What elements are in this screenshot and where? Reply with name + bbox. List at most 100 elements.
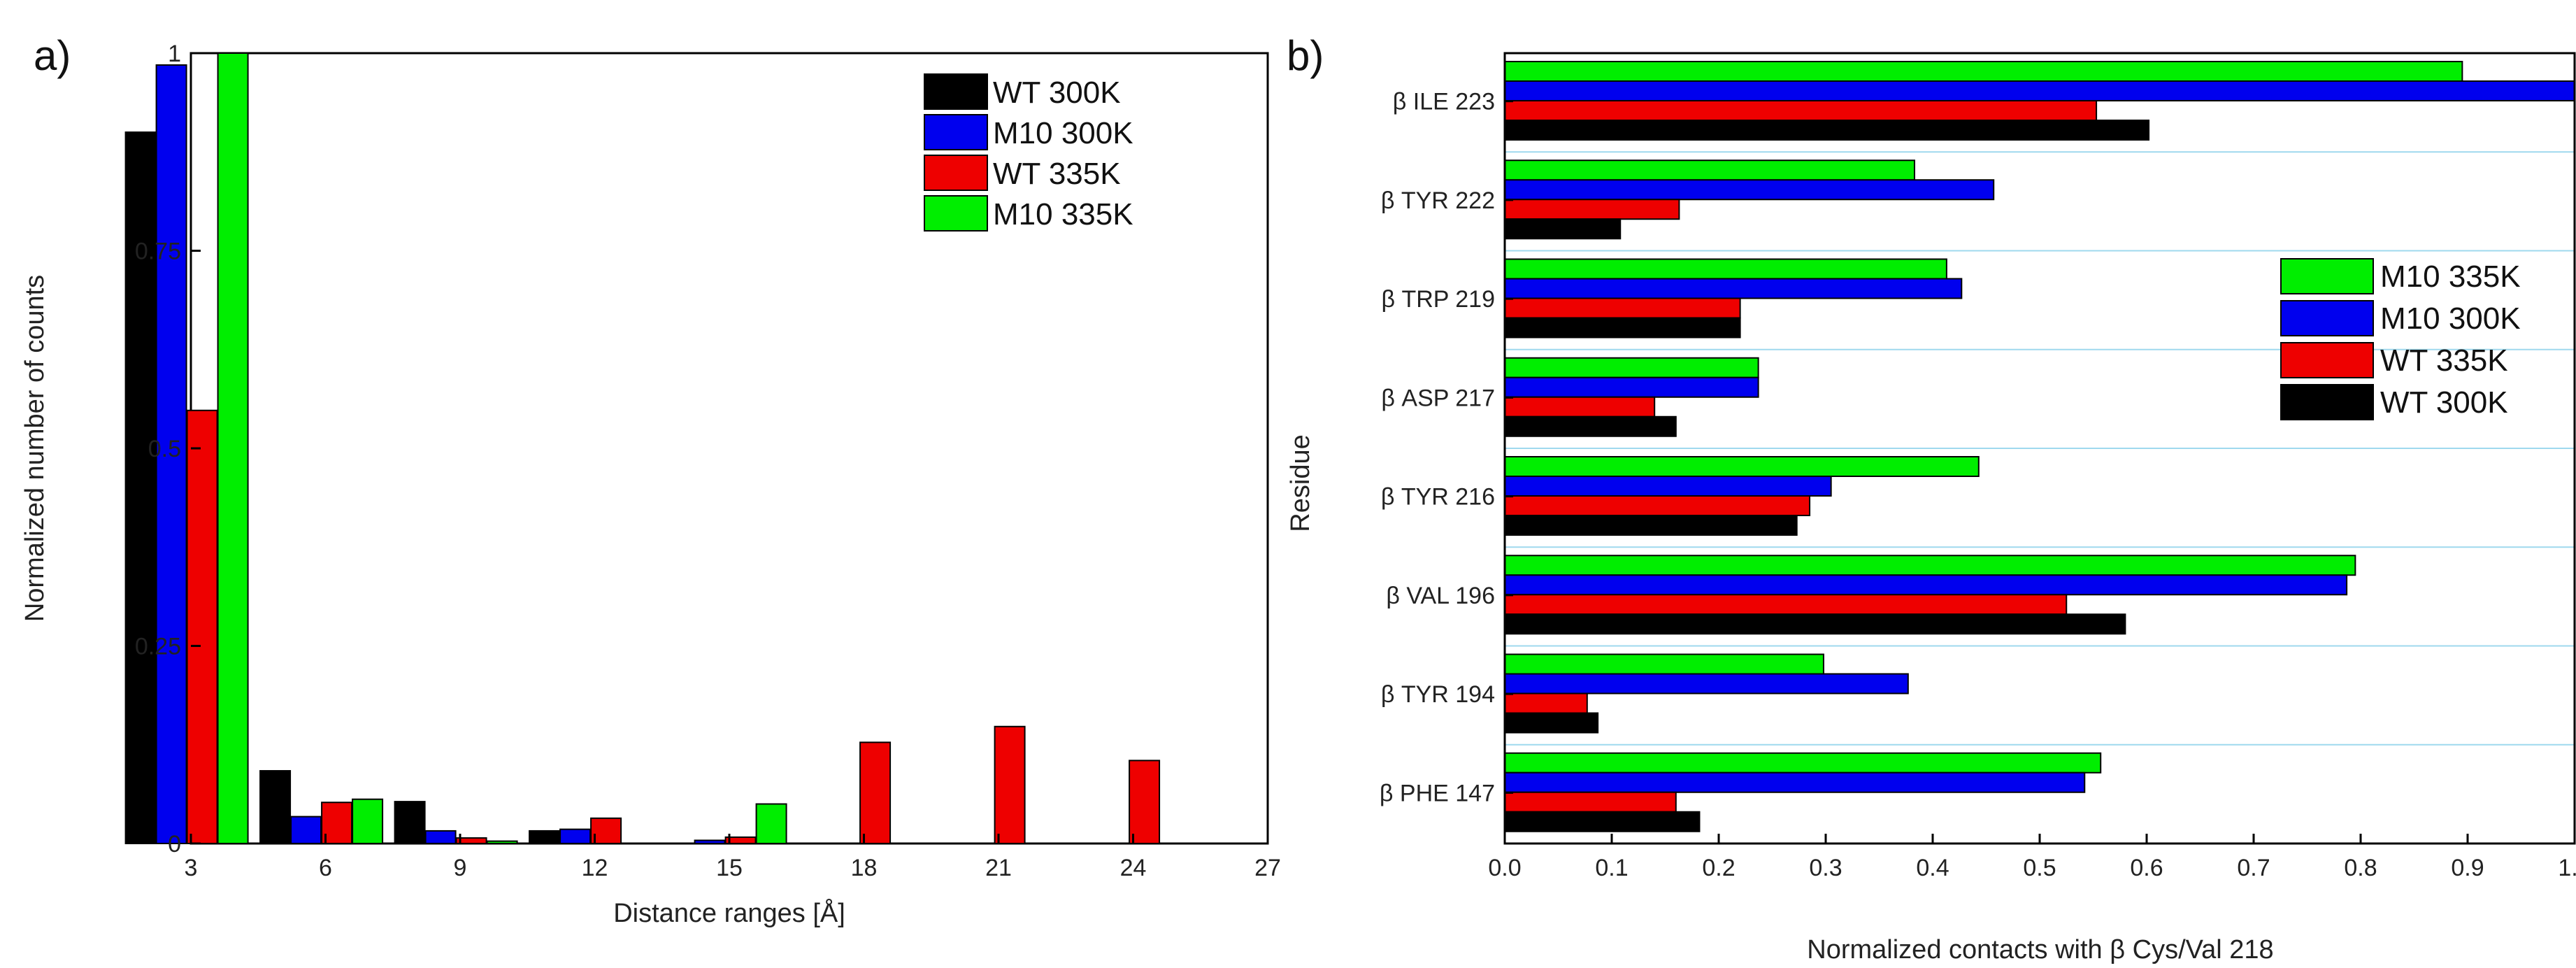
legend-label: WT 335K (993, 157, 1121, 191)
bar-m10-335k-0 (217, 52, 249, 844)
bar-m10-335k-7 (1504, 752, 2102, 774)
x-tick-label: 27 (1254, 855, 1281, 881)
x-tick-label: 12 (582, 855, 608, 881)
bar-m10-300k-0 (155, 64, 187, 845)
legend-label: WT 300K (993, 76, 1121, 110)
x-tick-label: 18 (851, 855, 878, 881)
residue-label: β TYR 216 (1381, 484, 1495, 511)
x-tick-label: 0.6 (2130, 855, 2163, 881)
legend-label: WT 335K (2380, 343, 2508, 378)
bar-m10-300k-4 (1504, 476, 1832, 497)
x-tick-label: 24 (1120, 855, 1147, 881)
legend-label: M10 300K (2380, 301, 2521, 336)
bar-m10-335k-3 (1504, 357, 1759, 378)
bar-wt-300k-4 (1504, 515, 1798, 536)
legend-swatch-wt-335k (924, 155, 988, 191)
x-tick-label: 0.1 (1595, 855, 1628, 881)
legend-label: M10 300K (993, 116, 1133, 150)
legend-swatch-m10-335k (924, 195, 988, 232)
bar-wt-335k-4 (1504, 495, 1811, 516)
bar-m10-300k-3 (559, 828, 592, 845)
panel-a-ylabel: Normalized number of counts (20, 275, 50, 622)
y-tick-label: 0.5 (148, 436, 181, 462)
bar-wt-335k-1 (1504, 199, 1680, 220)
bar-m10-335k-2 (486, 840, 518, 844)
bar-m10-335k-1 (352, 798, 384, 844)
legend-label: M10 335K (993, 197, 1133, 232)
bar-wt-335k-5 (1504, 594, 2068, 615)
bar-wt-300k-2 (1504, 317, 1741, 339)
panel-b-legend: M10 335K M10 300K WT 335K WT 300K (2280, 258, 2521, 420)
bar-wt-300k-1 (259, 770, 292, 845)
bar-m10-300k-4 (694, 839, 726, 844)
bar-m10-300k-1 (290, 816, 322, 844)
panel-b-label: b) (1287, 32, 1324, 79)
panel-a-legend: WT 300K M10 300K WT 335K M10 335K (924, 73, 1133, 232)
bar-wt-335k-0 (1504, 100, 2098, 121)
bar-wt-300k-2 (394, 801, 426, 844)
bar-m10-300k-3 (1504, 376, 1759, 398)
y-tick-label: 1 (168, 41, 181, 67)
panel-b-ylabel: Residue (1286, 434, 1315, 532)
bar-wt-335k-0 (186, 409, 218, 844)
panel-b-frame (1503, 52, 2576, 845)
x-tick-label: 0.0 (1488, 855, 1521, 881)
bar-wt-335k-5 (859, 741, 892, 844)
bar-m10-300k-6 (1504, 673, 1909, 695)
y-tick-label: 0.75 (135, 239, 181, 265)
x-tick-label: 1.0 (2558, 855, 2576, 881)
bar-wt-300k-3 (529, 830, 561, 845)
x-tick-label: 6 (319, 855, 332, 881)
bar-m10-335k-6 (1504, 653, 1824, 675)
x-tick-label: 0.9 (2451, 855, 2484, 881)
bar-wt-300k-7 (1504, 811, 1701, 832)
legend-swatch-m10-335k (2280, 258, 2374, 294)
legend-swatch-wt-300k (924, 73, 988, 110)
x-tick-label: 0.8 (2344, 855, 2377, 881)
bar-m10-300k-7 (1504, 771, 2086, 793)
bar-m10-335k-4 (755, 803, 787, 844)
bar-m10-300k-5 (1504, 574, 2348, 596)
x-tick-label: 0.2 (1702, 855, 1735, 881)
x-tick-label: 0.3 (1809, 855, 1842, 881)
bar-m10-335k-2 (1504, 258, 1947, 280)
panel-a-xlabel: Distance ranges [Å] (613, 897, 845, 928)
panel-a-chart: a) Distance ranges [Å] Normalized number… (20, 32, 1281, 928)
x-tick-label: 0.7 (2237, 855, 2270, 881)
legend-swatch-wt-335k (2280, 342, 2374, 378)
bar-wt-300k-3 (1504, 415, 1677, 437)
bar-m10-300k-1 (1504, 179, 1995, 201)
residue-label: β TYR 222 (1381, 187, 1495, 214)
bar-wt-335k-7 (1129, 760, 1161, 844)
bar-wt-300k-0 (1504, 120, 2150, 141)
legend-label: WT 300K (2380, 385, 2508, 420)
x-tick-label: 0.5 (2023, 855, 2056, 881)
bar-m10-300k-2 (424, 830, 457, 845)
bar-wt-300k-0 (124, 131, 157, 844)
bar-wt-335k-1 (321, 802, 353, 844)
residue-label: β PHE 147 (1380, 780, 1495, 806)
bar-m10-335k-1 (1504, 159, 1915, 181)
residue-label: β VAL 196 (1386, 583, 1495, 609)
residue-label: β TYR 194 (1381, 681, 1495, 708)
bar-m10-300k-0 (1504, 80, 2575, 101)
bar-m10-300k-2 (1504, 278, 1963, 299)
legend-label: M10 335K (2380, 259, 2521, 294)
bar-m10-335k-5 (1504, 555, 2356, 576)
bar-m10-335k-4 (1504, 456, 1980, 477)
panel-a-label: a) (34, 32, 71, 79)
residue-label: β TRP 219 (1381, 286, 1495, 313)
bar-wt-335k-7 (1504, 791, 1677, 813)
legend-swatch-m10-300k (2280, 300, 2374, 336)
bar-wt-300k-1 (1504, 218, 1622, 240)
legend-swatch-m10-300k (924, 114, 988, 150)
x-tick-label: 15 (716, 855, 743, 881)
bar-m10-335k-0 (1504, 61, 2463, 82)
bar-wt-335k-3 (590, 817, 622, 844)
bar-wt-335k-2 (1504, 297, 1741, 319)
legend-swatch-wt-300k (2280, 384, 2374, 420)
x-tick-label: 21 (985, 855, 1012, 881)
x-tick-label: 9 (454, 855, 467, 881)
bar-wt-335k-6 (994, 725, 1026, 845)
